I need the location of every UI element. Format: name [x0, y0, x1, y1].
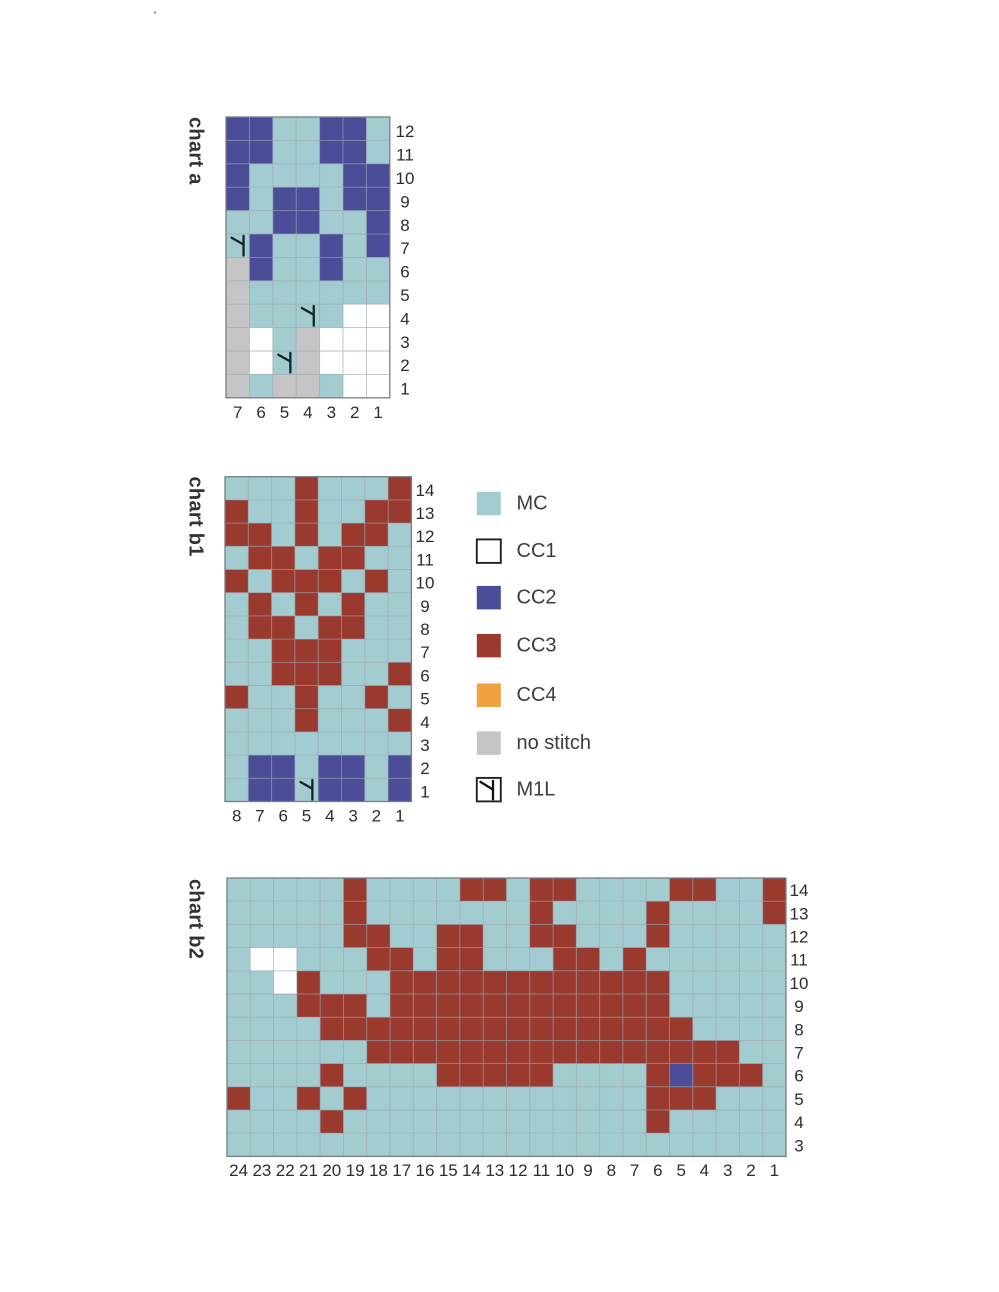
svg-text:11: 11	[396, 146, 414, 165]
svg-text:12: 12	[509, 1161, 528, 1180]
svg-text:21: 21	[299, 1161, 318, 1180]
svg-text:1: 1	[400, 380, 409, 399]
svg-text:2: 2	[420, 759, 429, 778]
svg-text:7: 7	[233, 403, 242, 422]
svg-text:chart b1: chart b1	[185, 477, 207, 557]
svg-text:2: 2	[746, 1161, 755, 1180]
svg-text:8: 8	[400, 216, 409, 235]
svg-text:5: 5	[400, 286, 409, 305]
svg-text:10: 10	[416, 574, 435, 593]
svg-text:9: 9	[420, 597, 429, 616]
svg-text:5: 5	[280, 403, 289, 422]
svg-text:23: 23	[252, 1161, 271, 1180]
svg-text:CC3: CC3	[517, 635, 557, 657]
svg-text:6: 6	[256, 403, 265, 422]
svg-text:14: 14	[462, 1161, 481, 1180]
svg-text:18: 18	[369, 1161, 388, 1180]
svg-text:3: 3	[400, 333, 409, 352]
svg-text:13: 13	[790, 904, 809, 923]
svg-text:1: 1	[395, 807, 404, 826]
svg-text:24: 24	[229, 1161, 248, 1180]
svg-text:3: 3	[723, 1161, 732, 1180]
svg-text:19: 19	[346, 1161, 365, 1180]
svg-text:14: 14	[416, 481, 435, 500]
svg-text:8: 8	[232, 807, 241, 826]
svg-text:8: 8	[607, 1161, 616, 1180]
svg-text:10: 10	[555, 1161, 574, 1180]
svg-text:10: 10	[396, 169, 415, 188]
svg-text:5: 5	[420, 690, 429, 709]
svg-text:2: 2	[400, 356, 409, 375]
svg-text:3: 3	[420, 736, 429, 755]
svg-text:5: 5	[302, 807, 311, 826]
svg-text:20: 20	[322, 1161, 341, 1180]
svg-text:4: 4	[794, 1113, 803, 1132]
svg-text:8: 8	[420, 620, 429, 639]
svg-text:2: 2	[372, 807, 381, 826]
svg-text:15: 15	[439, 1161, 458, 1180]
svg-text:4: 4	[303, 403, 312, 422]
svg-text:MC: MC	[517, 492, 548, 514]
svg-text:1: 1	[770, 1161, 779, 1180]
svg-text:7: 7	[794, 1044, 803, 1063]
svg-text:12: 12	[790, 928, 809, 947]
svg-text:5: 5	[794, 1090, 803, 1109]
svg-text:chart b2: chart b2	[185, 879, 207, 959]
svg-text:12: 12	[416, 527, 435, 546]
svg-text:no stitch: no stitch	[517, 732, 591, 754]
svg-text:CC4: CC4	[517, 684, 557, 706]
svg-text:6: 6	[420, 666, 429, 685]
svg-text:5: 5	[676, 1161, 685, 1180]
svg-text:M1L: M1L	[517, 779, 556, 801]
svg-text:4: 4	[700, 1161, 709, 1180]
svg-text:3: 3	[348, 807, 357, 826]
svg-text:9: 9	[794, 997, 803, 1016]
svg-text:10: 10	[790, 974, 809, 993]
svg-text:3: 3	[327, 403, 336, 422]
svg-text:13: 13	[485, 1161, 504, 1180]
svg-text:17: 17	[392, 1161, 411, 1180]
svg-text:chart a: chart a	[185, 117, 207, 185]
svg-text:4: 4	[325, 807, 334, 826]
svg-text:11: 11	[790, 951, 808, 970]
svg-text:6: 6	[653, 1161, 662, 1180]
svg-text:6: 6	[278, 807, 287, 826]
svg-text:12: 12	[396, 122, 415, 141]
svg-text:1: 1	[373, 403, 382, 422]
svg-text:CC2: CC2	[517, 587, 557, 609]
svg-text:9: 9	[583, 1161, 592, 1180]
svg-text:7: 7	[400, 239, 409, 258]
svg-text:11: 11	[533, 1161, 551, 1180]
svg-text:4: 4	[400, 309, 409, 328]
svg-text:11: 11	[416, 550, 434, 569]
svg-text:7: 7	[420, 643, 429, 662]
svg-text:9: 9	[400, 192, 409, 211]
svg-text:6: 6	[794, 1067, 803, 1086]
svg-text:22: 22	[276, 1161, 295, 1180]
svg-text:16: 16	[416, 1161, 435, 1180]
svg-text:2: 2	[350, 403, 359, 422]
svg-text:CC1: CC1	[517, 540, 557, 562]
svg-text:7: 7	[255, 807, 264, 826]
svg-text:14: 14	[790, 881, 809, 900]
svg-text:3: 3	[794, 1136, 803, 1155]
svg-text:6: 6	[400, 263, 409, 282]
svg-text:1: 1	[420, 782, 429, 801]
svg-text:8: 8	[794, 1020, 803, 1039]
svg-text:13: 13	[416, 504, 435, 523]
svg-text:7: 7	[630, 1161, 639, 1180]
svg-text:4: 4	[420, 713, 429, 732]
